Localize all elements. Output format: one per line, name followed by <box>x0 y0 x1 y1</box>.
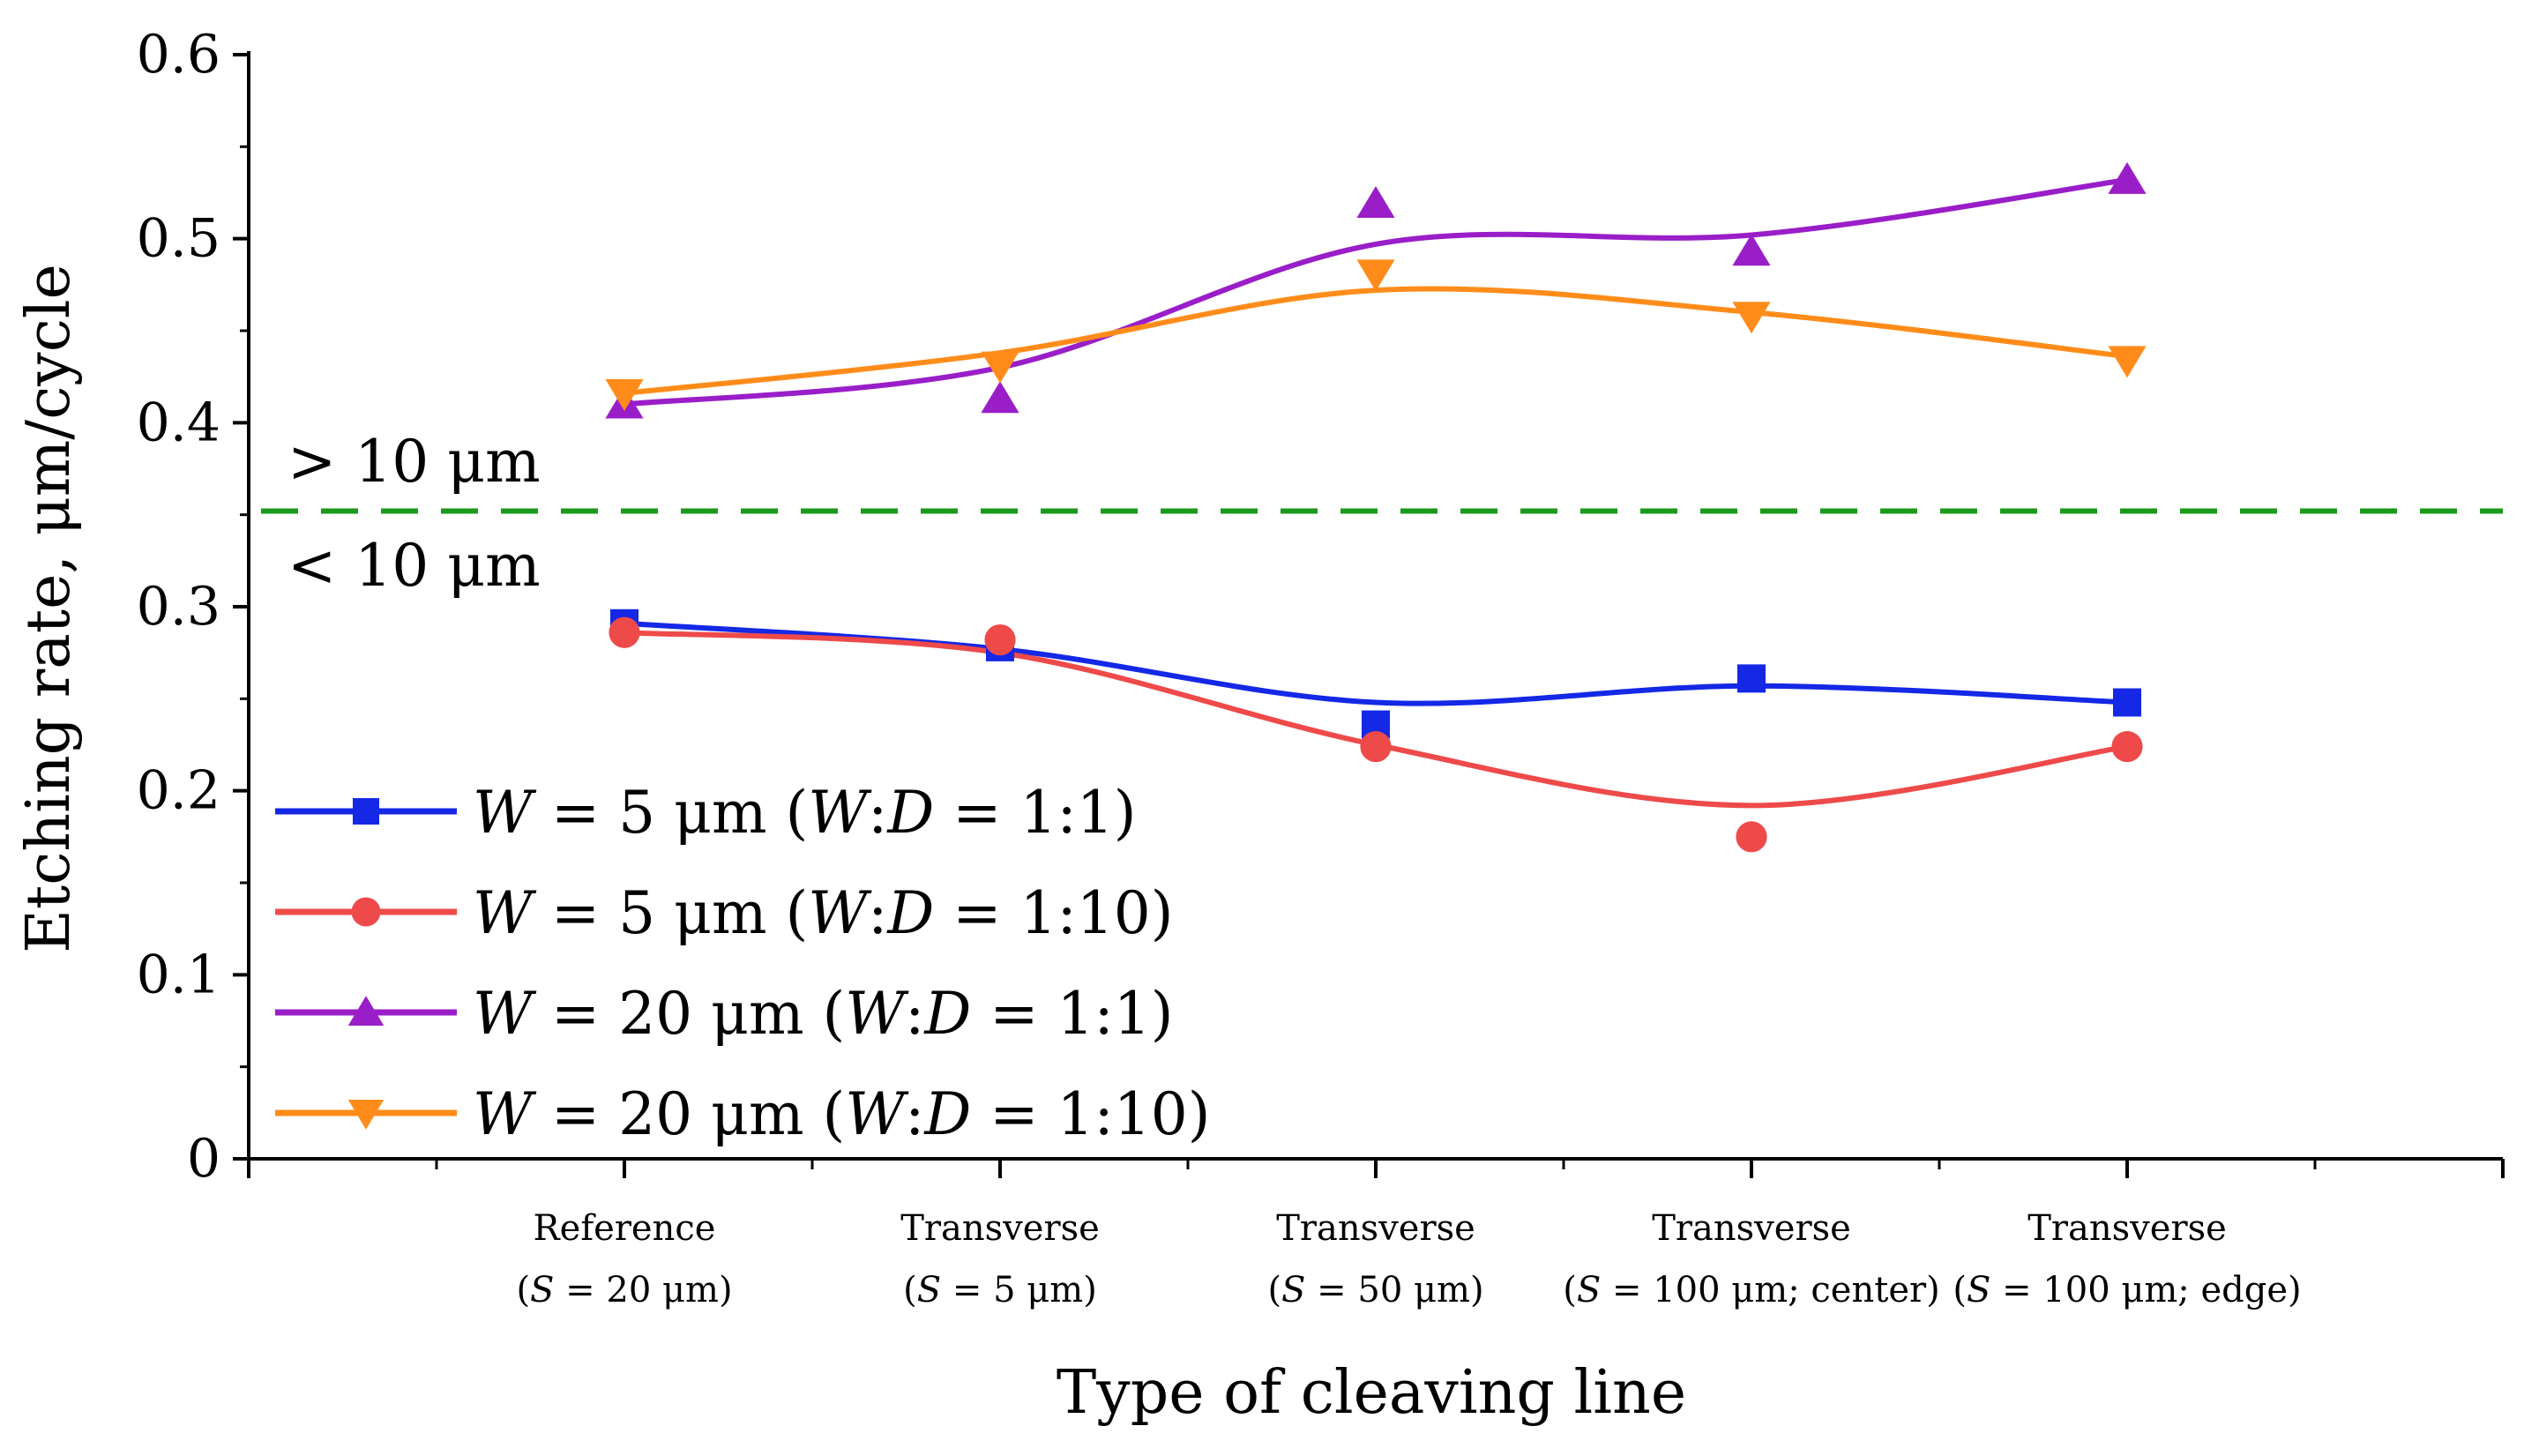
data-point-series-3 <box>2108 161 2147 194</box>
y-axis-title: Etching rate, μm/cycle <box>14 264 84 953</box>
legend-marker <box>347 996 385 1026</box>
legend-marker <box>347 1100 385 1130</box>
fit-curve-series-1 <box>624 620 2128 706</box>
x-tick-label: Transverse <box>900 1208 1100 1249</box>
x-tick-label: Reference <box>534 1208 716 1249</box>
y-tick-label: 0.3 <box>137 576 220 638</box>
x-tick-label-sub: (S = 100 μm; edge) <box>1953 1270 2301 1310</box>
threshold-label-below: < 10 μm <box>287 532 541 600</box>
x-tick-label-sub: (S = 100 μm; center) <box>1563 1270 1939 1310</box>
data-point-series-1 <box>2113 688 2141 717</box>
x-axis-title: Type of cleaving line <box>1057 1358 1686 1428</box>
fit-curve-series-4 <box>624 286 2128 396</box>
data-point-series-2 <box>1360 730 1392 763</box>
x-tick-label-sub: (S = 20 μm) <box>516 1270 732 1310</box>
x-tick-label: Transverse <box>1652 1208 1851 1249</box>
data-markers <box>605 161 2147 853</box>
legend-entry-3: W = 20 μm (W:D = 1:1) <box>275 980 1174 1048</box>
fit-curve-series-3 <box>624 176 2128 407</box>
data-point-series-4 <box>605 378 644 411</box>
x-tick-label: Transverse <box>2027 1208 2227 1249</box>
data-point-series-4 <box>2108 346 2147 378</box>
x-tick-label-sub: (S = 50 μm) <box>1267 1270 1483 1310</box>
axes: 0 0.1 0.2 0.3 0.4 0.5 0.6 Reference (S = 20 μm) T… <box>137 24 2505 1310</box>
y-tick-label: 0 <box>187 1128 220 1190</box>
data-point-series-3 <box>981 381 1019 414</box>
y-tick-label: 0.5 <box>137 208 220 270</box>
data-point-series-1 <box>1737 664 1766 693</box>
data-point-series-2 <box>2111 730 2143 763</box>
data-point-series-4 <box>1356 259 1395 292</box>
data-point-series-3 <box>1356 186 1395 219</box>
legend-entry-2: W = 5 μm (W:D = 1:10) <box>275 879 1174 947</box>
x-tick-label-sub: (S = 5 μm) <box>903 1270 1097 1310</box>
legend: W = 5 μm (W:D = 1:1) W = 5 μm (W:D = 1:10… <box>275 779 1211 1148</box>
threshold-label-above: > 10 μm <box>287 428 541 496</box>
data-point-series-2 <box>609 616 640 648</box>
x-tick-label: Transverse <box>1276 1208 1475 1249</box>
legend-label: W = 20 μm (W:D = 1:10) <box>473 1080 1211 1148</box>
data-point-series-4 <box>981 351 1019 384</box>
data-point-series-2 <box>984 623 1016 656</box>
legend-label: W = 20 μm (W:D = 1:1) <box>473 980 1174 1048</box>
y-tick-label: 0.2 <box>137 760 220 822</box>
y-tick-label: 0.1 <box>137 944 220 1005</box>
legend-marker <box>351 897 381 927</box>
legend-label: W = 5 μm (W:D = 1:1) <box>473 779 1137 847</box>
data-point-series-4 <box>1732 302 1771 334</box>
y-tick-label: 0.4 <box>137 392 220 453</box>
legend-marker <box>353 798 379 825</box>
legend-entry-4: W = 20 μm (W:D = 1:10) <box>275 1080 1211 1148</box>
legend-entry-1: W = 5 μm (W:D = 1:1) <box>275 779 1137 847</box>
legend-label: W = 5 μm (W:D = 1:10) <box>473 879 1174 947</box>
data-point-series-2 <box>1736 821 1767 853</box>
data-point-series-3 <box>1732 234 1771 266</box>
y-tick-label: 0.6 <box>137 24 220 86</box>
